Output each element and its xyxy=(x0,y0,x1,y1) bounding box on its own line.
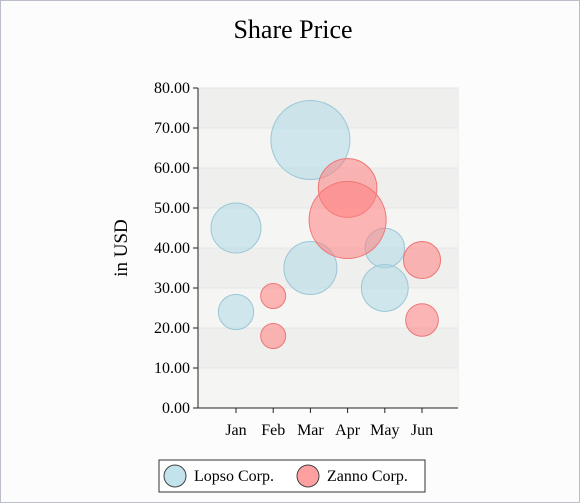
x-tick-labels: Jan Feb Mar Apr May Jun xyxy=(225,408,433,439)
y-tick-labels: 0.00 10.00 20.00 30.00 40.00 50.00 60.00 70.00 8… xyxy=(154,80,198,417)
x-tick-label: Mar xyxy=(297,422,324,439)
bubble[interactable] xyxy=(217,293,255,331)
x-tick-label: Jan xyxy=(225,422,246,439)
bubble[interactable] xyxy=(402,240,442,280)
bubble[interactable] xyxy=(360,264,409,312)
chart-title: Share Price xyxy=(233,15,352,44)
bubbles xyxy=(210,99,442,349)
y-axis-label: in USD xyxy=(111,219,132,277)
x-tick-label: Feb xyxy=(261,422,285,439)
y-tick-label: 10.00 xyxy=(154,360,190,377)
x-tick-label: May xyxy=(370,422,399,439)
y-tick-label: 60.00 xyxy=(154,160,190,177)
y-tick-label: 80.00 xyxy=(154,80,190,97)
bubble[interactable] xyxy=(283,240,338,296)
grid-band xyxy=(198,368,458,408)
legend-label[interactable]: Zanno Corp. xyxy=(327,468,408,485)
legend: Lopso Corp. Zanno Corp. xyxy=(158,459,426,493)
y-tick-label: 20.00 xyxy=(154,320,190,337)
bubble[interactable] xyxy=(260,323,287,349)
legend-marker[interactable] xyxy=(296,464,320,488)
legend-marker[interactable] xyxy=(163,464,187,488)
bubble[interactable] xyxy=(270,99,351,181)
y-tick-label: 70.00 xyxy=(154,120,190,137)
y-tick-label: 0.00 xyxy=(162,400,190,417)
x-tick-label: Jun xyxy=(411,422,433,439)
legend-label[interactable]: Lopso Corp. xyxy=(194,468,274,485)
y-tick-label: 30.00 xyxy=(154,280,190,297)
bubble[interactable] xyxy=(210,202,262,254)
y-tick-label: 40.00 xyxy=(154,240,190,257)
bubble[interactable] xyxy=(260,283,287,309)
x-tick-label: Apr xyxy=(335,422,361,439)
bubble[interactable] xyxy=(405,303,439,337)
bubble[interactable] xyxy=(308,180,387,260)
legend-box xyxy=(158,459,426,493)
y-tick-label: 50.00 xyxy=(154,200,190,217)
